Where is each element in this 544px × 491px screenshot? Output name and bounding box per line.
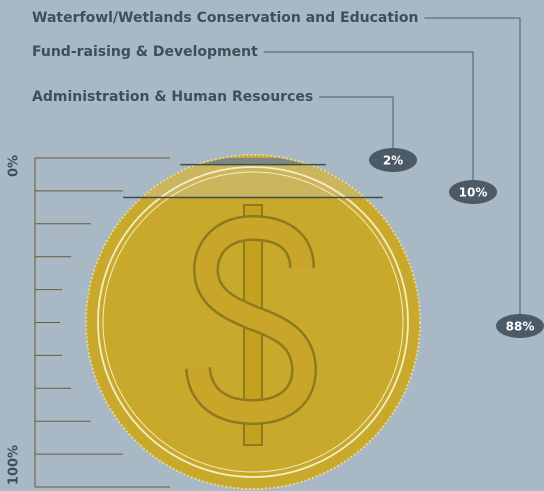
value-label: 88% <box>506 320 535 334</box>
y-tick-label: 0% <box>7 155 22 177</box>
chart: 0% 100% Waterfowl/Wetlands Conservation an… <box>0 0 544 491</box>
category-label: Waterfowl/Wetlands Conservation and Educ… <box>32 10 418 26</box>
y-tick-label: 100% <box>7 445 22 485</box>
value-label: 10% <box>459 186 488 200</box>
value-label: 2% <box>383 154 403 168</box>
category-label: Administration & Human Resources <box>32 89 313 105</box>
category-label: Fund-raising & Development <box>32 44 258 60</box>
page: 0% 100% Waterfowl/Wetlands Conservation an… <box>0 0 544 491</box>
